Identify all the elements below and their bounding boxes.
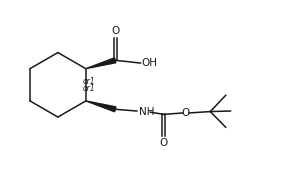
Polygon shape: [86, 101, 116, 112]
Text: OH: OH: [142, 58, 158, 68]
Text: O: O: [160, 138, 168, 148]
Text: or1: or1: [83, 84, 96, 93]
Text: O: O: [111, 27, 119, 36]
Polygon shape: [86, 58, 116, 69]
Text: or1: or1: [83, 77, 96, 85]
Text: O: O: [181, 108, 190, 118]
Text: NH: NH: [139, 107, 154, 117]
